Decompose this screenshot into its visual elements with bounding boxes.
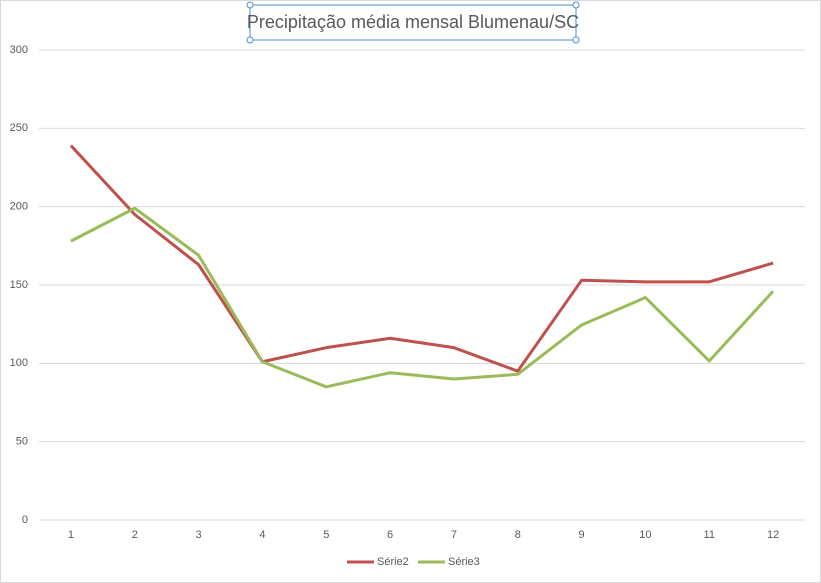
y-tick-label: 150 <box>10 279 28 291</box>
x-tick-label: 12 <box>767 529 779 541</box>
x-tick-label: 1 <box>68 529 74 541</box>
x-tick-label: 7 <box>451 529 457 541</box>
series-line <box>70 206 775 389</box>
x-tick-label: 11 <box>704 529 715 541</box>
chart-title: Precipitação média mensal Blumenau/SC <box>247 12 579 32</box>
selection-handles <box>246 1 580 44</box>
x-tick-label: 6 <box>387 529 393 541</box>
x-tick-label: 8 <box>515 529 521 541</box>
series-line <box>69 144 774 373</box>
y-tick-label: 50 <box>16 436 28 448</box>
legend-label: Série3 <box>448 556 480 568</box>
y-tick-label: 100 <box>10 357 28 369</box>
y-tick-label: 300 <box>10 44 28 56</box>
x-tick-label: 9 <box>579 529 585 541</box>
x-tick-label: 5 <box>323 529 329 541</box>
y-tick-label: 0 <box>22 514 28 526</box>
y-tick-label: 200 <box>10 201 28 213</box>
x-tick-label: 10 <box>639 529 651 541</box>
x-tick-label: 4 <box>259 529 265 541</box>
title-selection[interactable] <box>249 4 577 41</box>
x-tick-label: 3 <box>196 529 202 541</box>
y-tick-label: 250 <box>10 122 28 134</box>
x-tick-label: 2 <box>132 529 138 541</box>
legend-label: Série2 <box>377 556 409 568</box>
